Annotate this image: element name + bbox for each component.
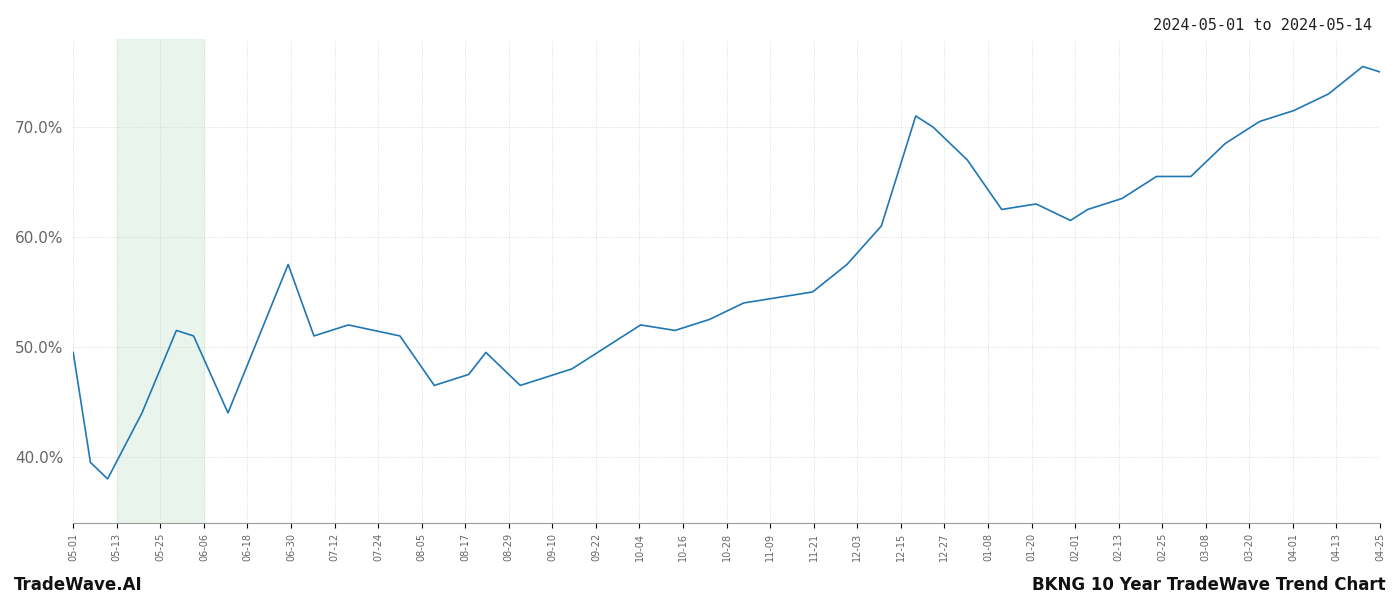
Text: BKNG 10 Year TradeWave Trend Chart: BKNG 10 Year TradeWave Trend Chart — [1032, 576, 1386, 594]
Bar — [116, 39, 204, 523]
Text: TradeWave.AI: TradeWave.AI — [14, 576, 143, 594]
Text: 2024-05-01 to 2024-05-14: 2024-05-01 to 2024-05-14 — [1154, 18, 1372, 33]
